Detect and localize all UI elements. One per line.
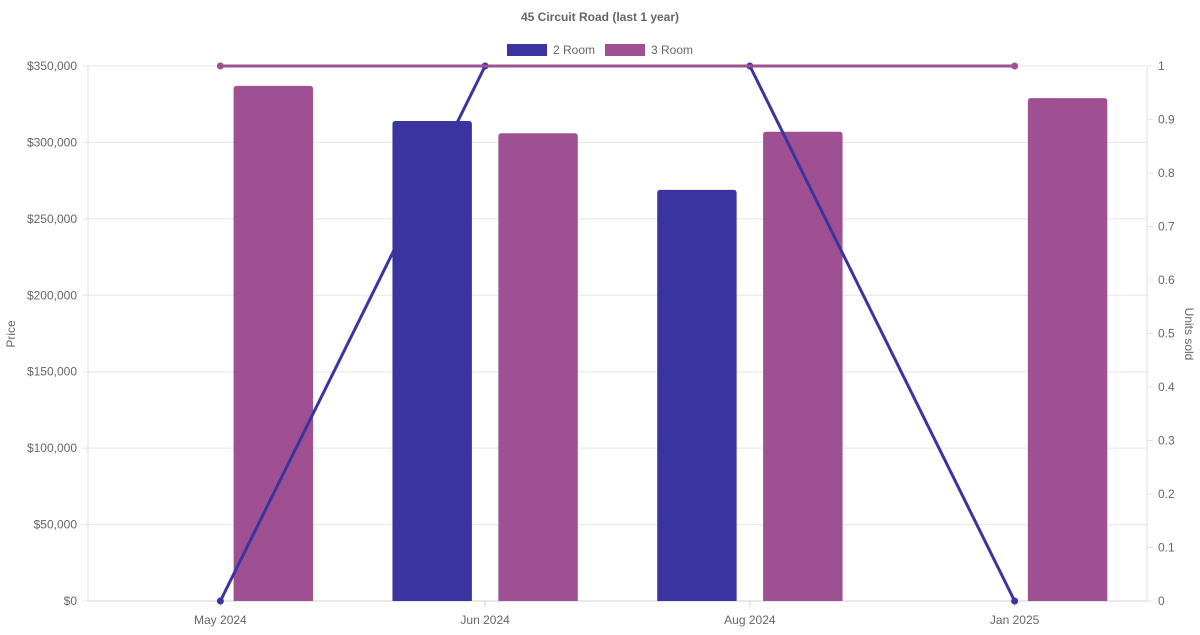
y-tick-label: $50,000: [34, 518, 78, 532]
x-tick-label: Jan 2025: [990, 613, 1040, 627]
bar-2-room: [657, 189, 737, 602]
x-axis: May 2024 Jun 2024 Aug 2024 Jan 2025: [194, 601, 1040, 627]
bar-2-room: [392, 121, 472, 602]
bar-3-room: [233, 85, 314, 601]
y-axis-left: $0 $50,000 $100,000 $150,000 $200,000 $250,00…: [27, 59, 77, 608]
line-point: [216, 62, 224, 70]
legend-label: 3 Room: [651, 43, 693, 57]
bar-3-room: [763, 131, 843, 601]
y2-tick-label: 0.4: [1158, 380, 1175, 394]
y2-tick-label: 0: [1158, 594, 1165, 608]
y-axis-right: 0 0.1 0.2 0.3 0.4 0.5 0.6 0.7 0.8 0.9 1: [1147, 59, 1175, 608]
y-tick-label: $300,000: [27, 135, 77, 149]
bar-3-room: [498, 133, 578, 601]
x-tick-label: Aug 2024: [724, 613, 776, 627]
y-tick-label: $0: [64, 594, 78, 608]
y2-tick-label: 1: [1158, 59, 1165, 73]
legend-swatch: [605, 44, 645, 56]
y2-tick-label: 0.5: [1158, 327, 1175, 341]
y-tick-label: $250,000: [27, 212, 77, 226]
y-tick-label: $200,000: [27, 288, 77, 302]
x-tick-label: May 2024: [194, 613, 247, 627]
y-tick-label: $100,000: [27, 441, 77, 455]
line-point: [216, 597, 224, 605]
y2-tick-label: 0.9: [1158, 113, 1175, 127]
y2-tick-label: 0.2: [1158, 487, 1175, 501]
legend-swatch: [507, 44, 547, 56]
bars: [233, 85, 1108, 602]
y2-axis-label: Units sold: [1182, 308, 1196, 361]
y2-tick-label: 0.6: [1158, 273, 1175, 287]
line-point: [1011, 597, 1019, 605]
chart-title: 45 Circuit Road (last 1 year): [521, 10, 679, 24]
y2-tick-label: 0.8: [1158, 166, 1175, 180]
y2-tick-label: 0.7: [1158, 220, 1175, 234]
lines: [216, 62, 1019, 605]
y-tick-label: $150,000: [27, 365, 77, 379]
bar-3-room: [1027, 98, 1108, 601]
legend-label: 2 Room: [553, 43, 595, 57]
y-axis-label: Price: [4, 320, 18, 348]
units-sold-line-1: [219, 64, 1016, 602]
legend: 2 Room 3 Room: [507, 43, 693, 57]
y-tick-label: $350,000: [27, 59, 77, 73]
y2-tick-label: 0.3: [1158, 434, 1175, 448]
line-point: [1011, 62, 1019, 70]
y2-tick-label: 0.1: [1158, 541, 1175, 555]
x-tick-label: Jun 2024: [460, 613, 510, 627]
